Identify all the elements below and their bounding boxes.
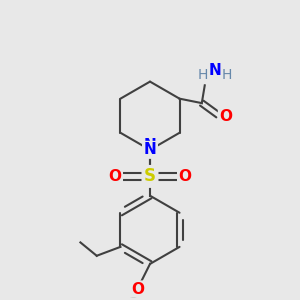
Text: O: O	[219, 109, 232, 124]
Text: O: O	[109, 169, 122, 184]
Text: S: S	[144, 167, 156, 185]
Text: N: N	[144, 138, 156, 153]
Text: H: H	[222, 68, 232, 82]
Text: N: N	[209, 63, 221, 78]
Text: H: H	[198, 68, 208, 82]
Text: O: O	[178, 169, 191, 184]
Text: N: N	[144, 142, 156, 157]
Text: O: O	[132, 282, 145, 297]
